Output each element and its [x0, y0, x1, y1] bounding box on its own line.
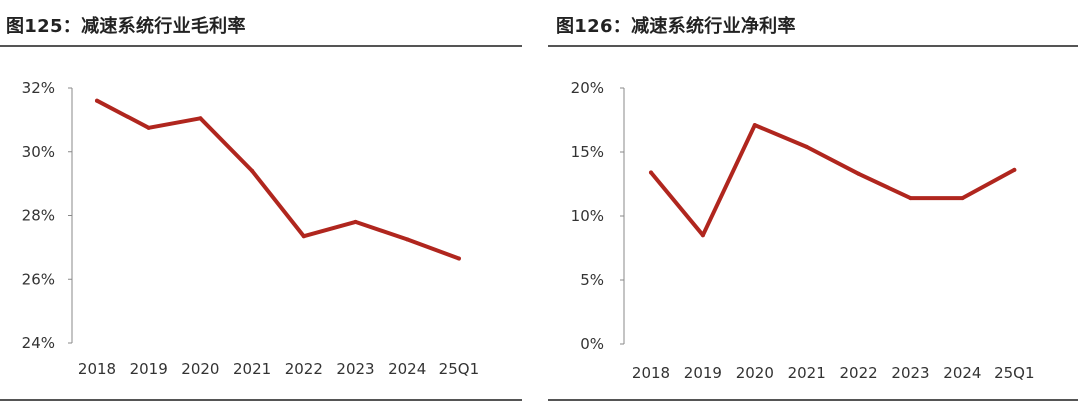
x-tick-label: 2022	[840, 364, 878, 382]
data-point	[95, 98, 99, 103]
x-tick-label: 2019	[130, 360, 168, 378]
y-tick-label: 5%	[580, 271, 604, 289]
data-point	[804, 144, 809, 149]
x-tick-label: 2020	[736, 364, 774, 382]
x-tick-label: 2021	[233, 360, 271, 378]
y-tick-label: 28%	[22, 207, 55, 225]
y-tick-label: 26%	[22, 270, 55, 288]
data-point	[198, 116, 203, 121]
y-tick-label: 32%	[22, 79, 55, 97]
data-point	[301, 234, 306, 239]
x-tick-label: 2024	[943, 364, 981, 382]
data-point	[856, 171, 861, 176]
bottom-divider	[0, 399, 522, 401]
data-point	[250, 168, 255, 173]
x-tick-label: 2018	[632, 364, 670, 382]
data-point	[405, 237, 410, 242]
line-chart: 24% 26% 28% 30% 32% 2018 2019 2020 2021 2022 2023 2…	[22, 79, 479, 378]
y-tick-label: 24%	[22, 334, 55, 352]
data-point	[700, 233, 705, 238]
chart-panel-gross-margin: 图125：减速系统行业毛利率 24% 26% 28% 30% 32% 2018 2019 20…	[0, 0, 522, 406]
y-tick-label: 30%	[22, 143, 55, 161]
title-divider	[548, 45, 1078, 47]
x-tick-label: 2018	[78, 360, 116, 378]
x-tick-label: 2022	[285, 360, 323, 378]
y-tick-label: 15%	[571, 143, 604, 161]
x-tick-label: 25Q1	[994, 364, 1034, 382]
x-tick-label: 2020	[181, 360, 219, 378]
data-point	[908, 196, 913, 201]
data-point	[1012, 167, 1017, 172]
series-line	[95, 98, 461, 261]
y-tick-label: 20%	[571, 79, 604, 97]
data-point	[353, 219, 358, 224]
data-point	[146, 125, 151, 130]
data-point	[456, 256, 461, 261]
data-point	[752, 123, 757, 128]
title-divider	[0, 45, 522, 47]
series-line	[649, 123, 1017, 238]
x-tick-label: 25Q1	[439, 360, 479, 378]
line-chart: 0% 5% 10% 15% 20% 2018 2019 2020 2021 2022 2023 202…	[571, 79, 1035, 382]
x-tick-label: 2019	[684, 364, 722, 382]
figure-title: 图126：减速系统行业净利率	[556, 16, 796, 37]
y-tick-label: 0%	[580, 335, 604, 353]
x-tick-label: 2021	[788, 364, 826, 382]
x-tick-label: 2024	[388, 360, 426, 378]
x-tick-label: 2023	[336, 360, 374, 378]
y-tick-label: 10%	[571, 207, 604, 225]
data-point	[649, 170, 653, 175]
chart-panel-net-margin: 图126：减速系统行业净利率 0% 5% 10% 15% 20% 2018 2019 2020…	[548, 0, 1078, 406]
x-tick-label: 2023	[891, 364, 929, 382]
bottom-divider	[548, 399, 1078, 401]
data-point	[960, 196, 965, 201]
figure-title: 图125：减速系统行业毛利率	[6, 16, 246, 37]
